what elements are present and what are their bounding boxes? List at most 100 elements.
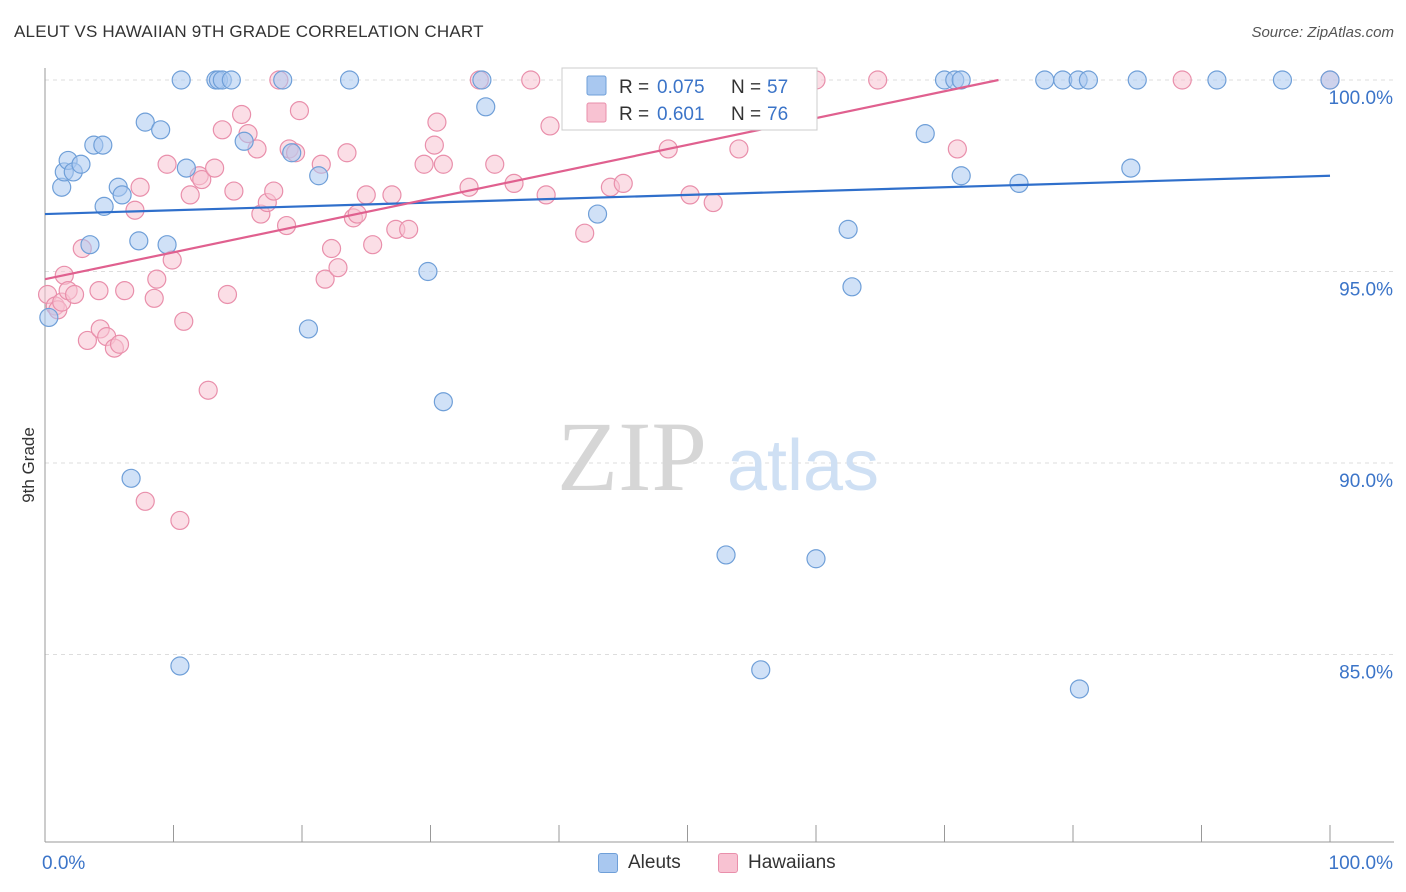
hawaiians-point-32 (232, 104, 252, 125)
hawaiians-point-24 (180, 185, 200, 205)
aleuts-point-43 (842, 277, 862, 297)
aleuts-point-56 (1127, 70, 1147, 90)
hawaiians-point-44 (315, 269, 335, 289)
hawaiians-point-68 (613, 173, 633, 194)
legend-item-hawaiians[interactable]: Hawaiians (718, 852, 836, 874)
aleuts-point-0 (39, 307, 59, 328)
axes (44, 68, 1394, 843)
legend-n-label-2: N = (731, 104, 761, 125)
hawaiians-point-6 (64, 284, 85, 305)
aleuts-point-13 (135, 112, 155, 132)
aleuts-point-38 (716, 545, 736, 565)
aleuts-point-23 (234, 131, 254, 151)
y-tick-label-2: 90.0% (1339, 471, 1393, 492)
aleuts-point-41 (806, 549, 826, 569)
aleuts-point-58 (1272, 70, 1293, 90)
aleuts-point-34 (587, 204, 608, 224)
aleuts-point-39 (751, 660, 771, 680)
x-tick-label-0: 0.0% (42, 853, 85, 874)
hawaiians-point-19 (147, 269, 167, 289)
aleuts-point-17 (171, 70, 191, 90)
hawaiians-point-20 (157, 154, 177, 174)
hawaiians-point-54 (399, 219, 419, 239)
hawaiians-point-17 (135, 491, 155, 511)
aleuts-point-55 (1121, 158, 1141, 178)
legend-r-label-2: R = (619, 104, 649, 125)
hawaiians-point-52 (382, 185, 402, 205)
hawaiians-point-16 (130, 177, 150, 197)
hawaiians-point-26 (192, 169, 212, 190)
aleuts-point-27 (309, 166, 329, 186)
source-label: Source: ZipAtlas.com (1251, 24, 1394, 41)
aleuts-points (39, 70, 1340, 699)
aleuts-point-11 (112, 185, 132, 205)
hawaiians-point-57 (427, 112, 447, 132)
y-tick-label-0: 100.0% (1329, 88, 1394, 109)
aleuts-point-47 (951, 70, 971, 90)
aleuts-point-49 (1009, 173, 1029, 194)
hawaiians-point-9 (89, 281, 109, 301)
hawaiians-point-76 (1172, 70, 1192, 90)
hawaiians-point-46 (328, 258, 348, 278)
aleuts-point-24 (273, 70, 293, 90)
legend-r-label-1: R = (619, 77, 649, 98)
hawaiians-point-42 (289, 101, 310, 121)
aleuts-point-14 (151, 120, 171, 140)
legend-r-value-1: 0.075 (657, 77, 705, 98)
legend-swatch-aleuts (586, 75, 607, 96)
hawaiians-point-50 (356, 185, 376, 205)
aleuts-point-12 (129, 231, 149, 251)
aleuts-point-32 (476, 97, 496, 117)
legend-n-label-1: N = (731, 77, 761, 98)
y-axis-label: 9th Grade (19, 427, 38, 503)
aleuts-trend-line (44, 174, 1331, 216)
aleuts-point-54 (1069, 679, 1090, 699)
y-tick-label-3: 85.0% (1339, 663, 1393, 684)
hawaiians-trend-line (44, 78, 999, 281)
y-tick-label-1: 95.0% (1339, 280, 1393, 301)
hawaiians-point-31 (224, 181, 244, 201)
hawaiians-point-61 (485, 154, 505, 174)
hawaiians-swatch (718, 853, 738, 873)
hawaiians-point-64 (536, 185, 556, 205)
y-tick-labels: 100.0% 95.0% 90.0% 85.0% (1329, 88, 1394, 684)
aleuts-swatch (598, 853, 618, 873)
aleuts-point-15 (157, 235, 177, 255)
trend-lines (44, 78, 1331, 281)
hawaiians-point-72 (729, 139, 749, 159)
aleuts-point-42 (838, 219, 858, 239)
hawaiians-point-27 (198, 380, 218, 400)
hawaiians-point-13 (109, 334, 130, 354)
aleuts-point-6 (80, 235, 100, 255)
aleuts-label: Aleuts (628, 852, 681, 873)
aleuts-point-5 (71, 154, 91, 174)
watermark: ZIP atlas (557, 401, 879, 512)
aleuts-point-53 (1078, 70, 1099, 90)
aleuts-point-57 (1207, 70, 1227, 90)
hawaiians-point-23 (174, 311, 194, 331)
hawaiians-point-37 (264, 181, 284, 201)
aleuts-point-50 (1035, 70, 1055, 90)
hawaiians-point-18 (144, 288, 164, 308)
hawaiians-point-29 (212, 120, 232, 140)
hawaiians-point-45 (321, 238, 342, 259)
legend-item-aleuts[interactable]: Aleuts (598, 852, 681, 874)
aleuts-point-29 (418, 261, 438, 282)
legend-r-value-2: 0.601 (657, 104, 705, 125)
aleuts-point-44 (915, 124, 935, 144)
hawaiians-point-30 (217, 284, 238, 305)
legend-swatch-hawaiians (586, 102, 607, 123)
hawaiians-point-58 (433, 154, 453, 174)
aleuts-point-31 (472, 70, 492, 90)
aleuts-point-28 (339, 70, 360, 90)
hawaiians-label: Hawaiians (748, 852, 836, 873)
hawaiians-point-75 (947, 139, 967, 159)
aleuts-point-18 (176, 158, 196, 178)
hawaiians-point-55 (414, 154, 434, 174)
aleuts-point-8 (93, 135, 113, 155)
aleuts-point-59 (1320, 70, 1340, 90)
x-tick-label-1: 100.0% (1329, 853, 1394, 874)
hawaiians-point-8 (77, 330, 98, 351)
hawaiians-point-71 (703, 192, 723, 213)
